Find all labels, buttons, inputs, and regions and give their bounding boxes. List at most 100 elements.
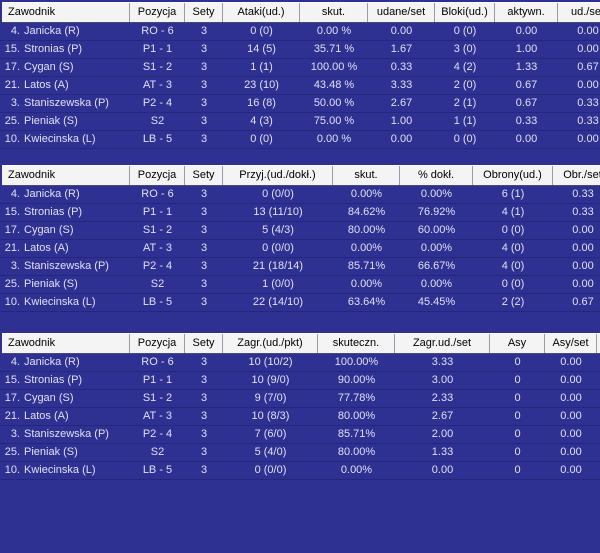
stat-cell: 75.00 % <box>313 115 355 127</box>
column-header-asy[interactable]: Asy <box>490 334 545 353</box>
table-row[interactable]: 25. Pieniak (S) S2 3 1 (0/0) 0.00% 0.00% 0 (0) 0… <box>0 276 600 294</box>
column-header-aktywn[interactable]: aktywn. <box>495 3 558 22</box>
table-row[interactable]: 21. Latos (A) AT - 3 3 10 (8/3) 80.00% 2.67 0 0.… <box>0 408 600 426</box>
column-header-dok[interactable]: % dokł. <box>400 166 473 185</box>
table-row[interactable]: 3. Staniszewska (P) P2 - 4 3 21 (18/14) 85.71… <box>0 258 600 276</box>
player-cell: 15. Stronias (P) <box>0 372 130 389</box>
column-header-skuteczn[interactable]: skuteczn. <box>318 334 395 353</box>
stat-cell: S1 - 2 <box>142 61 173 73</box>
player-name: Pieniak (S) <box>24 446 78 458</box>
column-header-asy-set[interactable]: Asy/set <box>545 334 597 353</box>
reception-defense-stats-table: Zawodnik Pozycja Sety Przyj.(ud./dokł.) skut… <box>0 165 600 312</box>
column-header-pozycja[interactable]: Pozycja <box>130 166 185 185</box>
stat-cell: 0.00 % <box>316 133 352 145</box>
column-header-skut[interactable]: skut. <box>333 166 400 185</box>
column-header-pozycja[interactable]: Pozycja <box>130 334 185 353</box>
column-header-obr-set[interactable]: Obr./set <box>553 166 600 185</box>
stat-cell: 3 <box>200 133 208 145</box>
column-header-udane-set[interactable]: udane/set <box>368 3 435 22</box>
table-row[interactable]: 21. Latos (A) AT - 3 3 0 (0/0) 0.00% 0.00% 4 (0… <box>0 240 600 258</box>
player-name: Staniszewska (P) <box>24 428 109 440</box>
player-cell: 10. Kwiecinska (L) <box>0 294 130 311</box>
table-row[interactable]: 15. Stronias (P) P1 - 1 3 13 (11/10) 84.62% 76… <box>0 204 600 222</box>
stat-cell: 0.00 <box>560 410 582 422</box>
stat-cell: 0.00% <box>420 278 453 290</box>
column-header-sety[interactable]: Sety <box>185 334 223 353</box>
stat-cell: AT - 3 <box>143 242 172 254</box>
column-header-pozycja[interactable]: Pozycja <box>130 3 185 22</box>
player-number: 4. <box>10 25 20 37</box>
stat-cell: AT - 3 <box>143 79 172 91</box>
table-row[interactable]: 3. Staniszewska (P) P2 - 4 3 7 (6/0) 85.71% 2.… <box>0 426 600 444</box>
table-row[interactable]: 25. Pieniak (S) S2 3 4 (3) 75.00 % 1.00 1 (1) 0.… <box>0 113 600 131</box>
column-header-obrony-ud[interactable]: Obrony(ud.) <box>473 166 553 185</box>
table-row[interactable]: 15. Stronias (P) P1 - 1 3 14 (5) 35.71 % 1.67 3… <box>0 41 600 59</box>
stat-cell: 0.00 <box>560 428 582 440</box>
player-number: 21. <box>4 242 20 254</box>
table-row[interactable]: 21. Latos (A) AT - 3 3 23 (10) 43.48 % 3.33 2 (… <box>0 77 600 95</box>
player-name: Latos (A) <box>24 79 69 91</box>
stat-cell: 0.00 <box>560 356 582 368</box>
player-cell: 25. Pieniak (S) <box>0 276 130 293</box>
table-row[interactable]: 17. Cygan (S) S1 - 2 3 1 (1) 100.00 % 0.33 4 (2… <box>0 59 600 77</box>
stat-cell: 0.00 <box>431 464 454 476</box>
player-name: Kwiecinska (L) <box>24 464 96 476</box>
stat-cell: 22 (14/10) <box>252 296 304 308</box>
column-header-zawodnik[interactable]: Zawodnik <box>2 166 130 185</box>
column-header-bloki-ud[interactable]: Bloki(ud.) <box>435 3 495 22</box>
stat-cell: 10 (9/0) <box>251 374 290 386</box>
table-row[interactable]: 10. Kwiecinska (L) LB - 5 3 0 (0) 0.00 % 0.00 0… <box>0 131 600 149</box>
stat-cell: 0.67 <box>515 79 538 91</box>
column-header-zagr-ud-pkt[interactable]: Zagr.(ud./pkt) <box>223 334 318 353</box>
table-header-row: Zawodnik Pozycja Sety Ataki(ud.) skut. udane/… <box>2 2 600 23</box>
stat-cell: 3.33 <box>431 356 454 368</box>
stat-cell: 0.33 <box>577 115 599 127</box>
stat-cell: 0.00% <box>350 278 383 290</box>
serve-stats-table: Zawodnik Pozycja Sety Zagr.(ud./pkt) skutecz… <box>0 333 600 480</box>
column-header-zagr-ud-set[interactable]: Zagr.ud./set <box>395 334 490 353</box>
stat-cell: 3 <box>200 97 208 109</box>
stat-cell: 2.00 <box>431 428 454 440</box>
stat-cell: 4 (2) <box>453 61 477 73</box>
stat-cell: 3 <box>200 242 208 254</box>
column-header-zawodnik[interactable]: Zawodnik <box>2 334 130 353</box>
stat-cell: 3 <box>200 115 208 127</box>
table-row[interactable]: 17. Cygan (S) S1 - 2 3 9 (7/0) 77.78% 2.33 0 0.0… <box>0 390 600 408</box>
column-header-sety[interactable]: Sety <box>185 166 223 185</box>
player-name: Cygan (S) <box>24 392 74 404</box>
stat-cell: 80.00% <box>337 410 376 422</box>
stat-cell: 0.33 <box>390 61 413 73</box>
stat-cell: 3 <box>200 79 208 91</box>
stat-cell: 0.00 <box>560 374 582 386</box>
column-header-zawodnik[interactable]: Zawodnik <box>2 3 130 22</box>
stat-cell: 3.00 <box>431 374 454 386</box>
stat-cell: 4 (0) <box>501 242 525 254</box>
stat-cell: 3 <box>200 374 208 386</box>
stat-cell: 0.67 <box>572 296 594 308</box>
column-header-sety[interactable]: Sety <box>185 3 223 22</box>
stat-cell: 80.00% <box>347 224 386 236</box>
table-row[interactable]: 10. Kwiecinska (L) LB - 5 3 22 (14/10) 63.64%… <box>0 294 600 312</box>
stat-cell: 0.00 <box>572 224 594 236</box>
column-header-skut[interactable]: skut. <box>300 3 368 22</box>
table-row[interactable]: 4. Janicka (R) RO - 6 3 0 (0) 0.00 % 0.00 0 (0)… <box>0 23 600 41</box>
stat-cell: 1.33 <box>431 446 454 458</box>
stat-cell: 84.62% <box>347 206 386 218</box>
player-cell: 25. Pieniak (S) <box>0 444 130 461</box>
column-header-przyj-ud-dok[interactable]: Przyj.(ud./dokł.) <box>223 166 333 185</box>
column-header-ud-set[interactable]: ud./set <box>558 3 600 22</box>
table-row[interactable]: 25. Pieniak (S) S2 3 5 (4/0) 80.00% 1.33 0 0.00 <box>0 444 600 462</box>
column-header-ataki-ud[interactable]: Ataki(ud.) <box>223 3 300 22</box>
table-body: 4. Janicka (R) RO - 6 3 10 (10/2) 100.00% 3.33… <box>0 354 600 480</box>
stat-cell: 3 (0) <box>453 43 477 55</box>
table-row[interactable]: 4. Janicka (R) RO - 6 3 0 (0/0) 0.00% 0.00% 6 (… <box>0 186 600 204</box>
table-row[interactable]: 10. Kwiecinska (L) LB - 5 3 0 (0/0) 0.00% 0.00… <box>0 462 600 480</box>
stat-cell: 0 (0/0) <box>254 464 287 476</box>
stat-cell: 77.78% <box>337 392 376 404</box>
stat-cell: 0.00 <box>390 133 413 145</box>
stat-cell: 6 (1) <box>501 188 525 200</box>
table-row[interactable]: 17. Cygan (S) S1 - 2 3 5 (4/3) 80.00% 60.00% 0 … <box>0 222 600 240</box>
table-row[interactable]: 15. Stronias (P) P1 - 1 3 10 (9/0) 90.00% 3.00… <box>0 372 600 390</box>
table-row[interactable]: 4. Janicka (R) RO - 6 3 10 (10/2) 100.00% 3.33… <box>0 354 600 372</box>
table-row[interactable]: 3. Staniszewska (P) P2 - 4 3 16 (8) 50.00 % 2.… <box>0 95 600 113</box>
